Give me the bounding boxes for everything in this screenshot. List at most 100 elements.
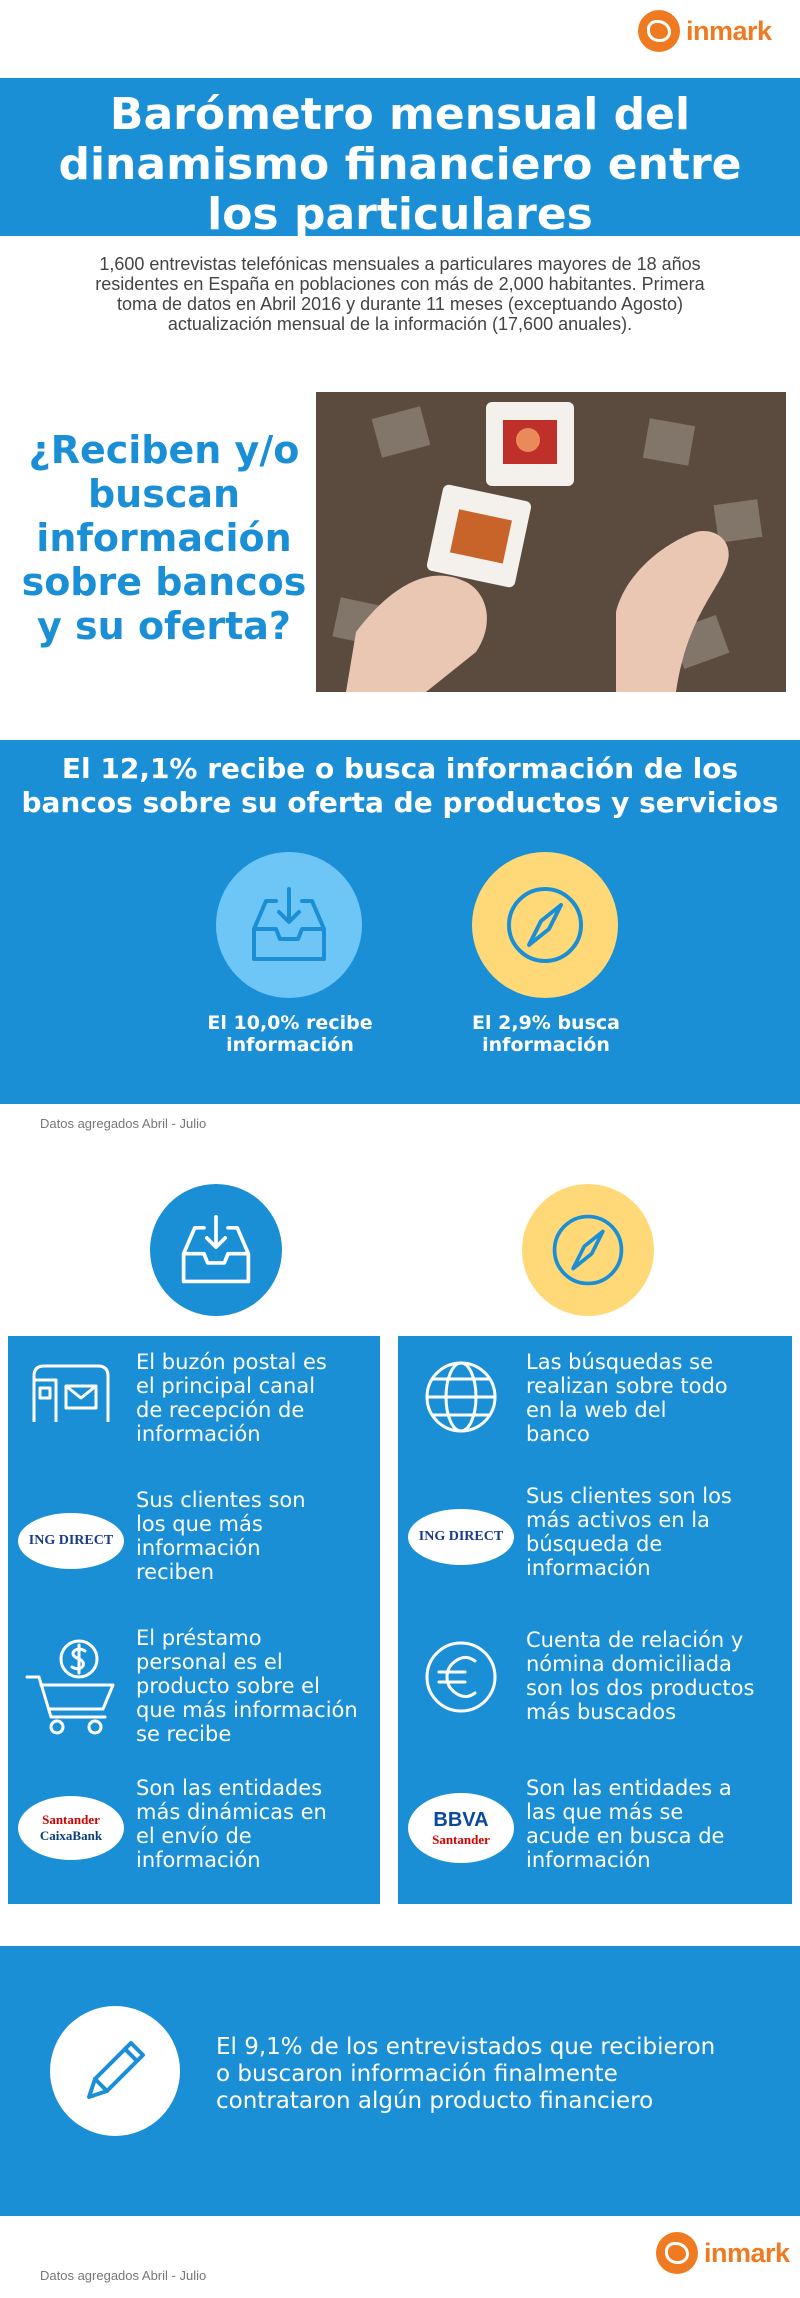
row-icon: ING DIRECT [406,1502,516,1572]
summary-footnote: Datos agregados Abril - Julio [40,1116,207,1131]
row-text: Cuenta de relación y nómina domiciliada … [526,1628,786,1724]
panel-row: Las búsquedas se realizan sobre todo en … [398,1350,792,1460]
intro-text: 1,600 entrevistas telefónicas mensuales … [20,254,780,334]
row-line: información [526,1848,651,1872]
row-line: Sus clientes son los [526,1484,732,1508]
globe-icon [425,1361,497,1433]
row-line: las que más se [526,1800,684,1824]
intro-line: 1,600 entrevistas telefónicas mensuales … [99,254,701,274]
conclusion-line: El 9,1% de los entrevistados que recibie… [216,2034,716,2060]
page-title: Barómetro mensual del dinamismo financie… [0,78,800,240]
footer-logo: inmark [656,2232,790,2274]
row-icon [406,1354,516,1440]
inbox-circle [150,1184,282,1316]
bank-label: Santander [432,1831,490,1847]
top-logo: inmark [638,10,772,52]
caption-line: El 2,9% busca [472,1012,620,1034]
row-line: producto sobre el [136,1674,320,1698]
question-line: sobre bancos [21,560,307,604]
caption-line: El 10,0% recibe [207,1012,373,1034]
row-icon [16,1632,126,1742]
busca-panel: Las búsquedas se realizan sobre todo en … [398,1336,792,1904]
row-line: el principal canal [136,1374,316,1398]
row-line: reciben [136,1560,215,1584]
conclusion-line: o buscaron información finalmente [216,2061,618,2087]
row-icon [406,1632,516,1722]
compass-circle [522,1184,654,1316]
row-line: Son las entidades [136,1776,323,1800]
row-line: más dinámicas en [136,1800,327,1824]
bank-label: ING DIRECT [28,1533,114,1548]
row-line: nómina domiciliada [526,1652,732,1676]
inmark-logo-mark-icon [638,10,680,52]
row-line: El préstamo [136,1626,262,1650]
intro-line: actualización mensual de la información … [167,314,633,334]
row-icon [16,1358,126,1428]
busca-circle [472,852,618,998]
inmark-logo-text: inmark [686,15,772,46]
panel-row: El buzón postal es el principal canal de… [8,1350,380,1460]
recibe-circle [216,852,362,998]
panel-row: El préstamo personal es el producto sobr… [8,1626,380,1756]
question-line: y su oferta? [37,604,291,648]
row-text: Son las entidades más dinámicas en el en… [136,1776,374,1872]
bank-label: BBVA [433,1808,489,1831]
row-line: Las búsquedas se [526,1350,714,1374]
summary-section: El 12,1% recibe o busca información de l… [0,740,800,1104]
inmark-logo-text: inmark [704,2237,790,2268]
row-line: información [526,1556,651,1580]
row-text: Sus clientes son los más activos en la b… [526,1484,786,1580]
title-line: dinamismo financiero entre [58,139,742,190]
panel-row: Santander CaixaBank Son las entidades má… [8,1776,380,1886]
title-line: Barómetro mensual del [109,89,691,140]
ing-direct-logo: ING DIRECT [18,1513,124,1569]
row-line: acude en busca de [526,1824,725,1848]
ing-direct-logo: ING DIRECT [408,1509,514,1565]
row-line: personal es el [136,1650,283,1674]
intro-line: toma de datos en Abril 2016 y durante 11… [116,294,684,314]
row-text: Son las entidades a las que más se acude… [526,1776,786,1872]
compass-icon [507,887,583,963]
row-line: realizan sobre todo [526,1374,728,1398]
summary-headline: El 12,1% recibe o busca información de l… [0,752,800,820]
row-line: información [136,1422,261,1446]
row-line: el envío de [136,1824,252,1848]
conclusion-line: contrataron algún producto financiero [216,2088,654,2114]
recibe-caption: El 10,0% recibe información [180,1012,400,1056]
bank-label: ING DIRECT [418,1529,504,1544]
bbva-santander-logo: BBVA Santander [408,1793,514,1863]
conclusion-section: El 9,1% de los entrevistados que recibie… [0,1946,800,2216]
row-line: son los dos productos [526,1676,755,1700]
panel-row: Cuenta de relación y nómina domiciliada … [398,1628,792,1748]
bank-label: Santander [42,1812,100,1827]
busca-caption: El 2,9% busca información [436,1012,656,1056]
headline-line: El 12,1% recibe o busca información de l… [61,752,739,785]
question-line: información [36,516,292,560]
panel-row: BBVA Santander Son las entidades a las q… [398,1776,792,1886]
row-line: más activos en la [526,1508,710,1532]
question-line: ¿Reciben y/o [28,428,300,472]
row-line: El buzón postal es [136,1350,327,1374]
footer-footnote: Datos agregados Abril - Julio [40,2268,207,2283]
shopping-cart-dollar-icon [25,1639,115,1735]
row-line: búsqueda de [526,1532,663,1556]
row-icon: BBVA Santander [406,1790,516,1866]
row-text: El buzón postal es el principal canal de… [136,1350,374,1446]
title-banner: Barómetro mensual del dinamismo financie… [0,78,800,240]
row-line: más buscados [526,1700,677,1724]
inbox-icon [252,887,326,961]
row-line: se recibe [136,1722,232,1746]
inbox-icon [181,1214,251,1284]
question-line: buscan [87,472,241,516]
recibe-panel: El buzón postal es el principal canal de… [8,1336,380,1904]
row-icon: Santander CaixaBank [16,1790,126,1866]
row-line: banco [526,1422,590,1446]
conclusion-text: El 9,1% de los entrevistados que recibie… [216,2034,776,2115]
row-icon: ING DIRECT [16,1506,126,1576]
row-line: información [136,1848,261,1872]
row-text: Las búsquedas se realizan sobre todo en … [526,1350,786,1446]
row-line: los que más [136,1512,263,1536]
question-heading: ¿Reciben y/o buscan información sobre ba… [8,428,320,648]
inmark-logo-mark-icon [656,2232,698,2274]
hands-slides-photo [316,392,786,692]
